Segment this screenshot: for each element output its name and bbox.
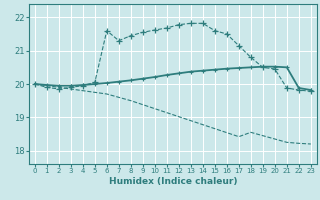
X-axis label: Humidex (Indice chaleur): Humidex (Indice chaleur)	[108, 177, 237, 186]
